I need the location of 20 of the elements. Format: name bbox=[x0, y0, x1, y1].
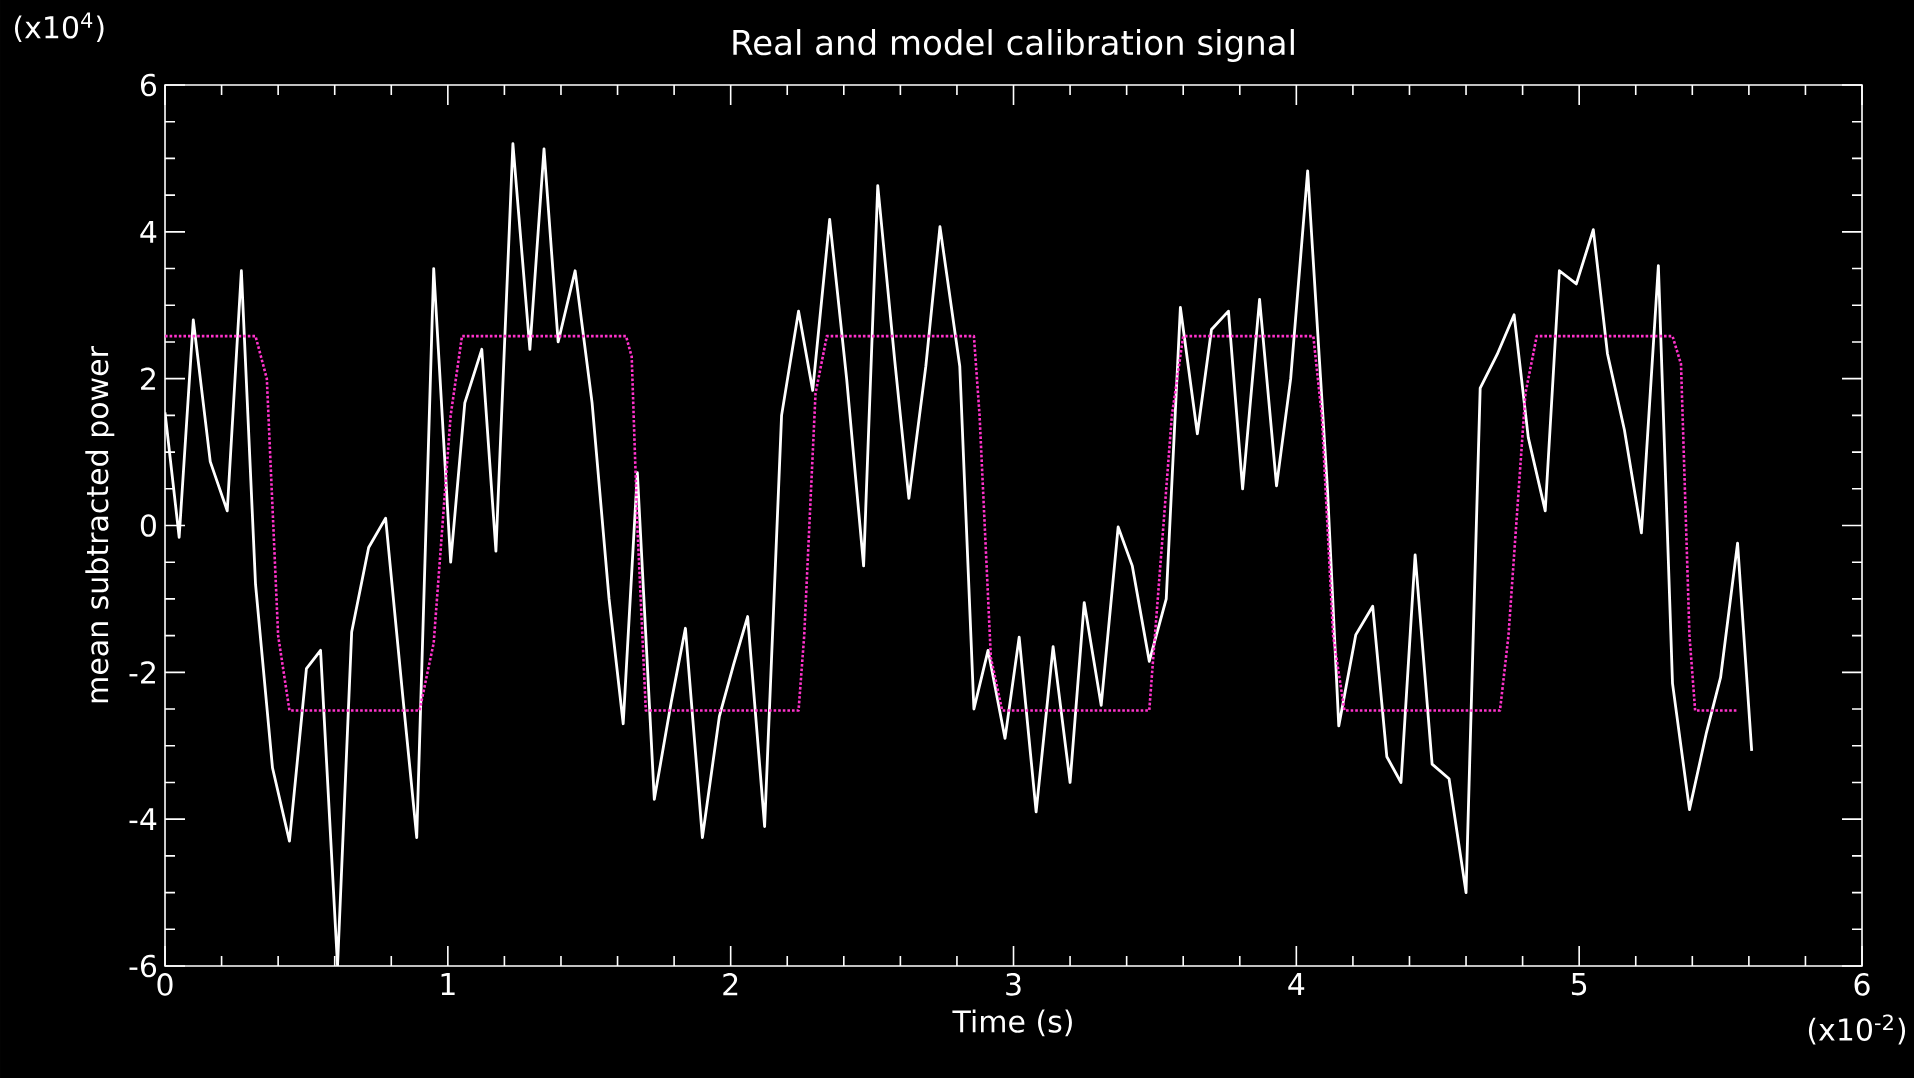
y-axis-title: mean subtracted power bbox=[85, 346, 115, 703]
x-tick-label: 5 bbox=[1571, 973, 1587, 996]
y-tick-label: -6 bbox=[129, 954, 157, 978]
chart-title: Real and model calibration signal bbox=[733, 29, 1294, 62]
x-tick-label: 6 bbox=[1854, 973, 1870, 996]
x-tick-label: 2 bbox=[723, 973, 738, 996]
x-axis-title: Time (s) bbox=[952, 1009, 1072, 1037]
x-tick-label: 3 bbox=[1006, 973, 1021, 996]
y-tick-label: 6 bbox=[140, 73, 157, 97]
y-tick-label: 2 bbox=[141, 367, 155, 390]
text: (x10$^{4}$) bbox=[14, 12, 104, 43]
line-series bbox=[165, 334, 1739, 712]
y-tick-label: -4 bbox=[129, 808, 157, 831]
y-tick-label: -2 bbox=[129, 661, 155, 684]
x-tick-label: 1 bbox=[441, 973, 455, 995]
y-tick-label: 0 bbox=[140, 514, 156, 537]
text: (x10$^{-2}$) bbox=[1808, 1014, 1906, 1045]
y-tick-label: 4 bbox=[140, 220, 157, 243]
x-tick-label: 4 bbox=[1288, 973, 1305, 995]
x-tick-label: 0 bbox=[157, 973, 173, 996]
